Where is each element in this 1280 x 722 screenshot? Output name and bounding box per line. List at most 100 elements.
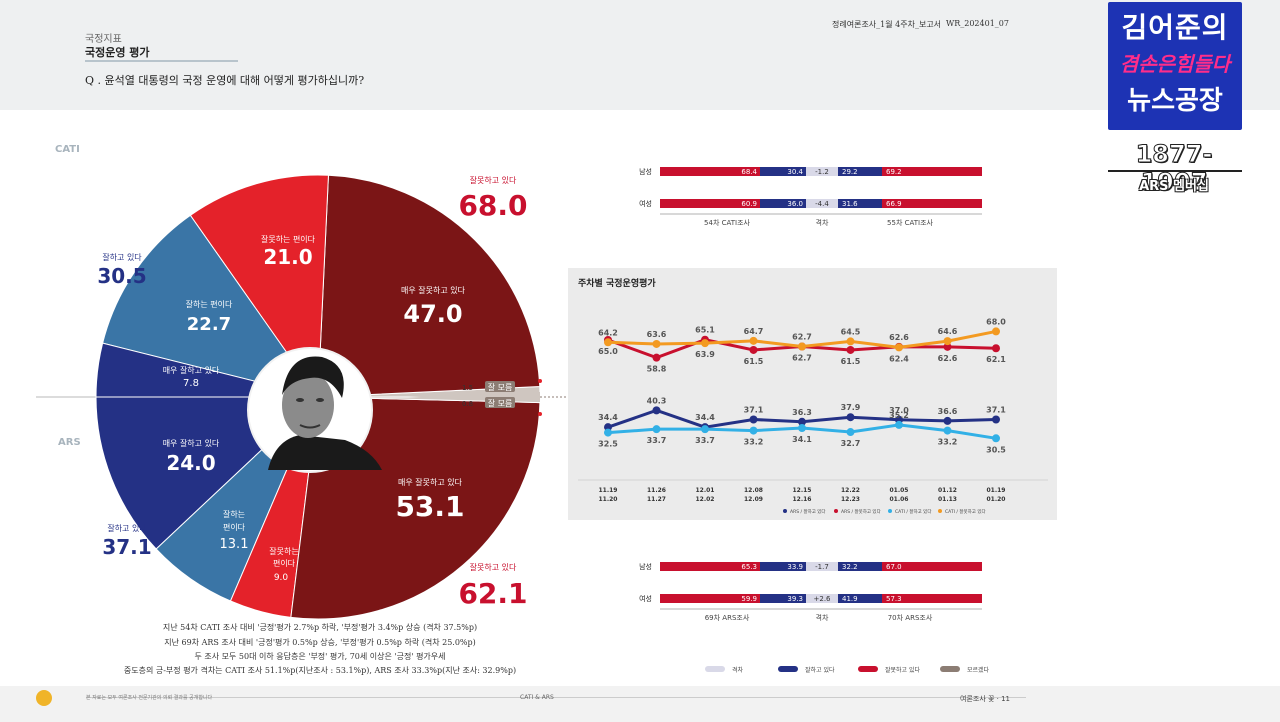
section-label: 국정지표 <box>85 34 122 45</box>
line-legend: ARS / 잘하고 있다 ARS / 잘못하고 있다 CATI / 잘하고 있다… <box>783 508 986 515</box>
sun-logo-icon <box>36 690 52 706</box>
val-right-good: 31.6 <box>842 200 858 208</box>
cati-very-good-value: 7.8 <box>183 378 199 389</box>
ars-good-total-label: 잘하고 있다 <box>107 523 147 533</box>
line-label-3-6: 62.4 <box>889 354 909 363</box>
bar-right-wrong <box>882 167 982 176</box>
line-label-2-2: 33.7 <box>695 436 715 445</box>
legend-good-label: 잘하고 있다 <box>805 666 835 674</box>
ars-very-good-value: 24.0 <box>166 451 215 475</box>
legend-cati-good: CATI / 잘하고 있다 <box>895 508 932 515</box>
val-left-good: 39.3 <box>787 595 803 603</box>
legend-dot-cati-good <box>888 509 892 513</box>
episode-subtitle: ARS 멤버십 <box>1139 179 1209 194</box>
cati-good-label: 잘하는 편이다 <box>186 299 233 309</box>
val-left-wrong: 60.9 <box>741 200 757 208</box>
legend-gap-label: 격차 <box>732 666 744 674</box>
line-point-2-5 <box>846 428 855 437</box>
logo-line-2: 겸손은힘들다 <box>1119 52 1231 76</box>
line-point-3-0 <box>604 338 612 347</box>
line-label-2-6: 35.2 <box>889 411 909 420</box>
line-label-2-1: 33.7 <box>647 436 667 445</box>
x-tick-7-b: 01.13 <box>938 496 957 503</box>
gender-row-label: 남성 <box>639 167 652 176</box>
legend-ars-wrong: ARS / 잘못하고 있다 <box>841 508 882 515</box>
cati-very-wrong-value: 47.0 <box>403 300 462 328</box>
line-label-3-3: 64.7 <box>744 327 764 336</box>
episode-rule <box>1108 170 1242 172</box>
line-label-3-8: 68.0 <box>986 317 1006 326</box>
line-point-0-1 <box>652 406 661 415</box>
gender-row-label: 여성 <box>639 199 652 208</box>
line-label-2-7: 33.2 <box>938 438 958 447</box>
cati-wrong-label: 잘못하는 편이다 <box>261 234 316 244</box>
x-tick-8-b: 01.20 <box>987 496 1006 503</box>
x-tick-4-b: 12.16 <box>793 496 812 503</box>
line-point-1-7 <box>943 342 952 351</box>
bar-right-wrong <box>882 594 982 603</box>
line-label-3-5: 64.5 <box>841 327 861 336</box>
cati-gap-caption: 격차 <box>816 218 829 227</box>
line-label-1-5: 61.5 <box>841 357 861 366</box>
legend-dot-ars-good <box>783 509 787 513</box>
x-tick-4-a: 12.15 <box>793 487 812 494</box>
val-left-wrong: 68.4 <box>741 168 757 176</box>
ars-very-wrong-value: 53.1 <box>395 490 464 523</box>
cati-wrong-total-label: 잘못하고 있다 <box>470 175 517 185</box>
line-point-0-3 <box>749 415 758 424</box>
val-gap: -1.2 <box>815 168 829 176</box>
cati-very-good-label: 매우 잘하고 있다 <box>163 365 220 375</box>
val-right-wrong: 66.9 <box>886 200 902 208</box>
ars-gap-caption: 격차 <box>816 613 829 622</box>
footnote-4: 중도층의 긍-부정 평가 격차는 CATI 조사 51.1%p(지난조사 : 5… <box>123 666 517 675</box>
ars-wrong-label-1: 잘못하는 <box>269 546 298 556</box>
portrait-image <box>268 356 382 470</box>
report-code: WR_202401_07 <box>946 19 1009 28</box>
header-band <box>0 0 1280 110</box>
line-label-1-8: 62.1 <box>986 355 1006 364</box>
x-tick-7-a: 01.12 <box>938 487 957 494</box>
line-label-1-4: 62.7 <box>792 354 812 363</box>
ars-good-total-value: 37.1 <box>102 535 151 559</box>
line-label-0-4: 36.3 <box>792 408 812 417</box>
line-label-1-2: 65.1 <box>695 326 715 335</box>
footnote-2: 지난 69차 ARS 조사 대비 '긍정'평가 0.5%p 상승, '부정'평가… <box>164 638 476 647</box>
line-point-0-8 <box>992 415 1000 424</box>
cati-good-value: 22.7 <box>187 314 231 335</box>
line-label-0-0: 34.4 <box>598 413 618 422</box>
footer-page: 여론조사 꽃 · 11 <box>960 695 1011 703</box>
dot-bottom <box>538 412 542 416</box>
line-point-3-7 <box>943 337 952 346</box>
cati-good-total-value: 30.5 <box>97 264 146 288</box>
gender-table-cati: 남성 68.4 30.4 -1.2 29.2 69.2 여성 60.9 36.0 -4.4 31.6… <box>639 167 982 208</box>
legend-dot-cati-wrong <box>938 509 942 513</box>
legend-swatch-unknown <box>940 666 960 672</box>
bar-left-good <box>760 594 806 603</box>
survey-question: Q . 윤석열 대통령의 국정 운영에 대해 어떻게 평가하십니까? <box>85 74 365 87</box>
line-point-0-5 <box>846 413 855 422</box>
ars-side-label: ARS <box>58 437 81 448</box>
line-label-3-7: 64.6 <box>938 327 958 336</box>
page-title: 국정운영 평가 <box>85 46 150 59</box>
pie-slice-cati-0 <box>317 174 541 398</box>
line-point-2-4 <box>798 424 806 433</box>
val-left-good: 36.0 <box>787 200 803 208</box>
line-point-1-3 <box>749 345 758 354</box>
bar-gap <box>806 167 838 176</box>
line-label-0-7: 36.6 <box>938 407 958 416</box>
ars-good-label-2: 편이다 <box>223 522 246 532</box>
bar-left-wrong <box>660 594 760 603</box>
val-right-good: 32.2 <box>842 563 858 571</box>
x-tick-1-b: 11.27 <box>647 496 666 503</box>
ars-very-wrong-label: 매우 잘못하고 있다 <box>398 477 463 487</box>
line-point-2-7 <box>943 426 952 435</box>
ars-unknown-value: 0.8 <box>462 400 473 408</box>
line-point-3-2 <box>701 339 709 348</box>
val-left-good: 30.4 <box>787 168 803 176</box>
ars-very-good-label: 매우 잘하고 있다 <box>163 438 220 448</box>
footer <box>0 686 1280 722</box>
line-point-2-6 <box>895 420 903 429</box>
x-tick-0-a: 11.19 <box>599 487 618 494</box>
bar-right-good <box>838 562 882 571</box>
val-right-good: 29.2 <box>842 168 858 176</box>
